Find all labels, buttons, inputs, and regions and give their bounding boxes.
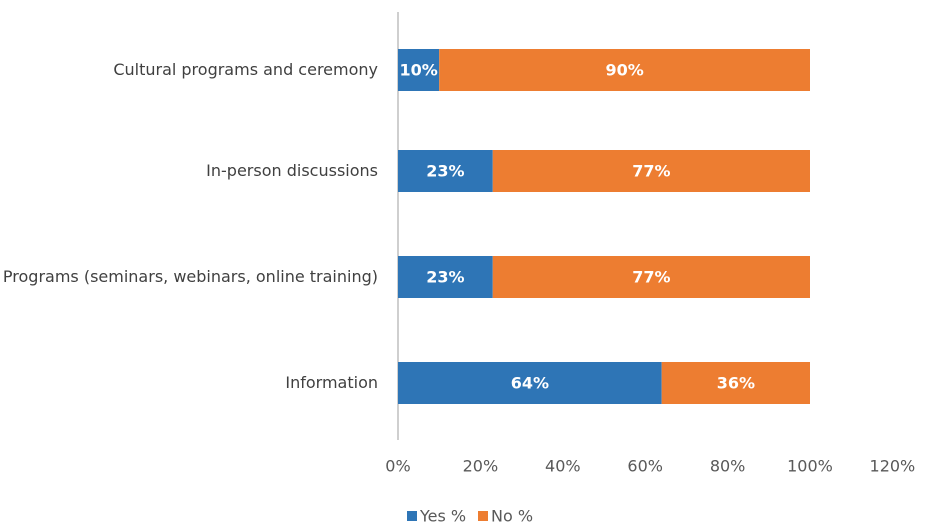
value-label: 77% [632,162,670,181]
bar-segment [398,150,493,192]
value-label: 77% [632,268,670,287]
bar-segment [398,256,493,298]
legend-swatch [407,511,417,521]
value-label: 36% [717,374,755,393]
bar-segment [398,362,662,404]
legend-label: Yes % [419,507,466,526]
value-label: 10% [399,61,437,80]
x-tick-label: 20% [463,457,499,476]
x-tick-label: 40% [545,457,581,476]
category-label: Programs (seminars, webinars, online tra… [2,267,378,286]
x-tick-label: 120% [870,457,916,476]
x-tick-label: 0% [385,457,410,476]
x-tick-label: 60% [627,457,663,476]
category-label: Cultural programs and ceremony [113,60,378,79]
value-label: 90% [605,61,643,80]
bar-segment [661,362,810,404]
category-label: In-person discussions [206,161,378,180]
value-label: 23% [426,162,464,181]
legend-label: No % [491,507,533,526]
bar-segment [492,256,810,298]
x-tick-label: 100% [787,457,833,476]
x-tick-label: 80% [710,457,746,476]
bar-segment [492,150,810,192]
value-label: 23% [426,268,464,287]
bar-segment [439,49,810,91]
legend-swatch [478,511,488,521]
bar-segment [398,49,440,91]
value-label: 64% [511,374,549,393]
category-label: Information [285,373,378,392]
